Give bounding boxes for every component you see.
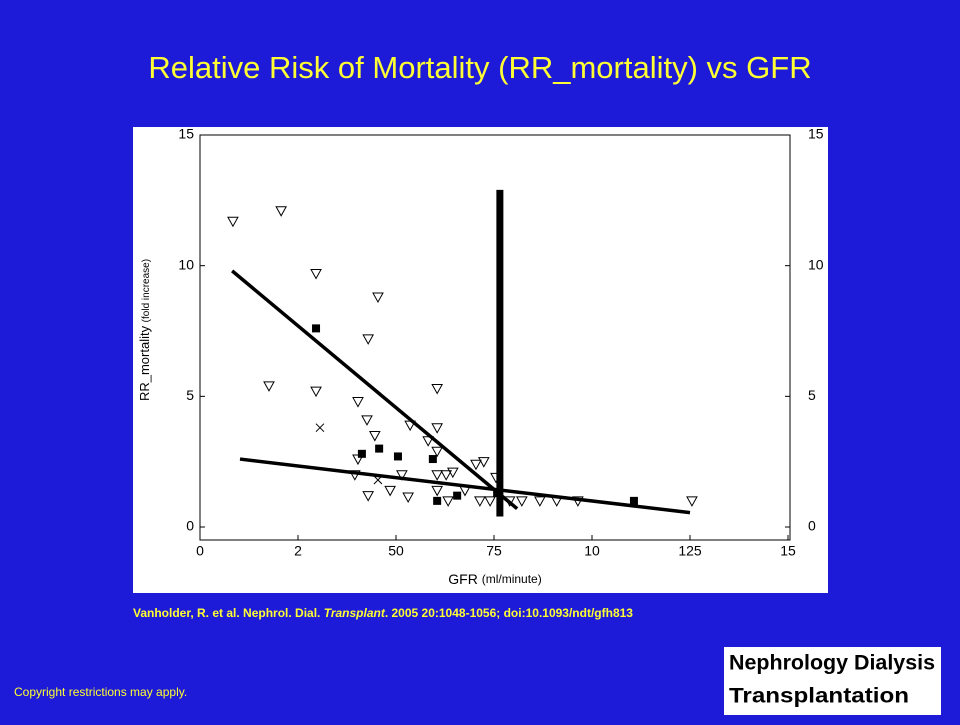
square-point — [375, 444, 384, 453]
triangle-point — [431, 485, 444, 497]
citation-part: Vanholder, R. et al. Nephrol. Dial. — [133, 606, 324, 620]
triangle-point — [446, 467, 459, 479]
square-point — [453, 491, 462, 500]
y-tick-label: 5 — [186, 387, 194, 403]
triangle-point — [361, 415, 373, 426]
triangle-point — [431, 423, 444, 434]
triangle-point — [515, 496, 528, 507]
triangle-point — [431, 383, 444, 395]
triangle-point — [484, 496, 496, 507]
square-point — [433, 496, 442, 505]
x-tick-label: 10 — [584, 543, 600, 559]
y2-tick-label: 5 — [808, 387, 816, 403]
triangle-point — [263, 381, 275, 392]
square-point — [312, 324, 321, 333]
triangle-point — [422, 436, 434, 447]
trend-line — [231, 269, 519, 511]
triangle-point — [440, 470, 453, 481]
square-point — [629, 496, 638, 505]
x-label-unit: (ml/minute) — [482, 572, 542, 586]
triangle-point — [227, 216, 239, 228]
triangle-point — [275, 206, 287, 217]
logo-box — [724, 647, 941, 715]
square-point — [428, 455, 437, 464]
triangle-point — [686, 496, 698, 507]
triangle-point — [384, 485, 396, 497]
triangle-point — [572, 496, 584, 507]
triangle-point — [362, 334, 375, 345]
triangle-point — [396, 470, 408, 481]
triangle-point — [534, 496, 546, 507]
triangle-point — [352, 397, 364, 408]
y-tick-label: 15 — [178, 126, 194, 142]
logo-line: Transplantation — [729, 685, 909, 708]
y2-tick-label: 10 — [808, 256, 824, 272]
triangle-point — [368, 431, 381, 442]
triangle-point — [402, 492, 415, 503]
cross-point — [315, 423, 325, 433]
citation: Vanholder, R. et al. Nephrol. Dial. Tran… — [133, 606, 633, 620]
square-point — [357, 449, 366, 458]
x-tick-label: 2 — [294, 543, 302, 559]
x-tick-label: 15 — [780, 543, 796, 559]
triangle-point — [310, 269, 322, 280]
x-label: GFR — [448, 571, 478, 587]
logo-line: Nephrology Dialysis — [729, 652, 935, 675]
triangle-point — [474, 496, 486, 507]
y-label-unit: (fold increase) — [141, 259, 152, 322]
triangle-point — [310, 386, 322, 398]
y-tick-label: 0 — [186, 518, 194, 534]
y2-tick-label: 0 — [808, 518, 816, 534]
citation-part: . 2005 20:1048-1056; doi:10.1093/ndt/gfh… — [385, 606, 633, 620]
triangle-point — [442, 496, 454, 507]
x-tick-label: 75 — [486, 543, 502, 559]
triangle-point — [431, 446, 444, 458]
copyright: Copyright restrictions may apply. — [14, 685, 187, 699]
slide-title: Relative Risk of Mortality (RR_mortality… — [148, 50, 811, 85]
triangle-point — [470, 459, 482, 471]
triangle-point — [477, 457, 490, 468]
y2-tick-label: 15 — [808, 126, 824, 142]
y-label: RR_mortality — [137, 325, 152, 401]
x-tick-label: 125 — [678, 543, 702, 559]
x-tick-label: 0 — [196, 543, 204, 559]
x-tick-label: 50 — [388, 543, 404, 559]
trend-line — [239, 457, 691, 515]
triangle-point — [372, 292, 384, 304]
x-axis-label: GFR (ml/minute) — [448, 571, 541, 587]
plot-frame — [199, 134, 791, 541]
triangle-point — [431, 470, 444, 481]
square-point — [393, 452, 402, 461]
triangle-point — [362, 491, 375, 502]
y-axis-label: RR_mortality (fold increase) — [137, 259, 152, 401]
citation-journal: Transplant — [324, 606, 386, 620]
triangle-point — [348, 470, 361, 481]
plot: 0 2 50 75 10 125 15 0 5 10 15 0 5 10 15 — [178, 126, 823, 559]
chart-panel — [133, 127, 828, 593]
y-tick-label: 10 — [178, 256, 194, 272]
